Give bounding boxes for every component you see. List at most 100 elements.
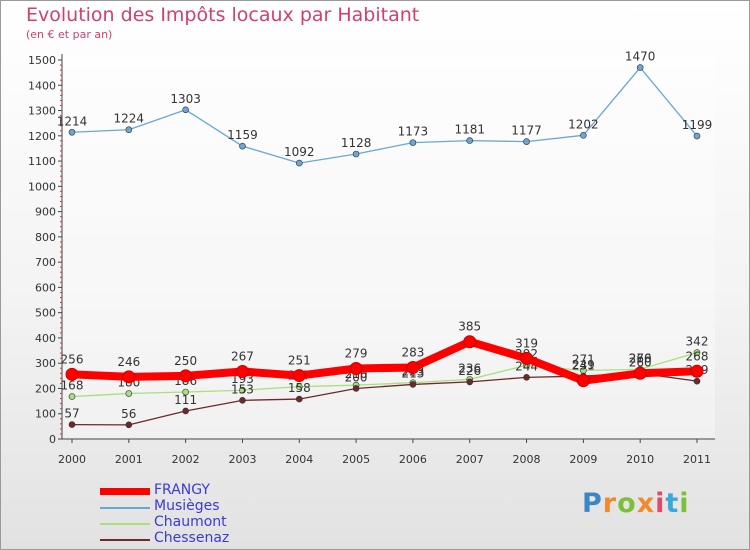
brand-logo: Proxiti xyxy=(582,488,690,519)
data-label-musiges: 1202 xyxy=(568,117,599,131)
data-label-musiges: 1092 xyxy=(284,145,315,159)
data-label-frangy: 256 xyxy=(61,352,84,366)
data-label-chaumont: 236 xyxy=(458,361,481,375)
data-point-frangy xyxy=(520,351,534,365)
y-tick-label: 100 xyxy=(35,408,56,421)
data-point-musiges xyxy=(125,126,133,134)
data-label-musiges: 1159 xyxy=(227,128,258,142)
x-tick-label: 2000 xyxy=(58,453,86,466)
data-point-frangy xyxy=(65,367,79,381)
data-point-chessenaz xyxy=(523,374,530,381)
data-point-musiges xyxy=(182,106,189,114)
y-tick-label: 1000 xyxy=(28,180,56,193)
data-label-chaumont: 276 xyxy=(629,351,652,365)
data-label-chessenaz: 226 xyxy=(458,364,481,378)
data-label-musiges: 1128 xyxy=(341,136,372,150)
data-point-chaumont xyxy=(239,386,246,394)
data-point-frangy xyxy=(235,365,249,379)
y-tick-label: 1100 xyxy=(28,155,56,168)
data-point-frangy xyxy=(179,369,193,383)
data-label-frangy: 231 xyxy=(572,359,595,373)
x-tick-label: 2001 xyxy=(115,453,143,466)
data-point-musiges xyxy=(636,64,644,71)
x-tick-label: 2003 xyxy=(228,453,256,466)
plot-area xyxy=(62,54,715,439)
data-label-chaumont: 168 xyxy=(61,379,84,393)
data-label-frangy: 283 xyxy=(401,345,424,359)
x-tick-label: 2002 xyxy=(172,453,200,466)
data-point-chessenaz xyxy=(352,385,360,392)
legend-label-frangy: FRANGY xyxy=(154,482,210,498)
y-tick-label: 400 xyxy=(35,332,56,345)
data-point-chaumont xyxy=(693,349,701,356)
data-label-chessenaz: 158 xyxy=(288,381,311,395)
data-point-chaumont xyxy=(125,390,133,397)
data-point-chessenaz xyxy=(125,421,133,429)
data-point-frangy xyxy=(122,370,136,384)
chart-title: Evolution des Impôts locaux par Habitant xyxy=(26,4,420,26)
data-point-frangy xyxy=(406,360,420,374)
data-label-chessenaz: 56 xyxy=(121,407,136,421)
x-tick-label: 2008 xyxy=(513,453,541,466)
y-tick-label: 900 xyxy=(35,206,56,219)
y-tick-label: 0 xyxy=(49,433,56,446)
x-tick-label: 2004 xyxy=(285,453,313,466)
data-label-frangy: 260 xyxy=(629,351,652,365)
data-label-frangy: 267 xyxy=(231,350,254,364)
data-point-musiges xyxy=(409,139,417,146)
data-label-musiges: 1303 xyxy=(170,92,201,106)
data-point-musiges xyxy=(295,159,303,167)
series-line-frangy xyxy=(68,337,701,385)
data-point-chessenaz xyxy=(239,397,246,404)
data-label-frangy: 268 xyxy=(686,349,709,363)
data-label-frangy: 251 xyxy=(288,354,311,368)
data-point-chaumont xyxy=(182,388,189,396)
y-tick-label: 1300 xyxy=(28,105,56,118)
legend-label-chaumont: Chaumont xyxy=(154,514,227,530)
data-point-chessenaz xyxy=(295,395,303,403)
data-label-musiges: 1224 xyxy=(114,112,145,126)
data-point-musiges xyxy=(239,142,246,150)
legend-swatch-frangy xyxy=(100,488,150,495)
data-point-frangy xyxy=(292,369,306,383)
series-line-musiges xyxy=(71,66,698,164)
data-point-chaumont xyxy=(68,393,76,400)
data-point-musiges xyxy=(693,132,701,140)
data-point-musiges xyxy=(352,150,360,158)
data-label-chaumont: 342 xyxy=(686,335,709,349)
data-label-musiges: 1470 xyxy=(625,50,656,64)
data-label-musiges: 1181 xyxy=(454,123,485,137)
data-point-frangy xyxy=(690,364,704,378)
y-tick-label: 700 xyxy=(35,256,56,269)
data-label-frangy: 250 xyxy=(174,354,197,368)
data-point-chessenaz xyxy=(68,421,76,428)
data-label-musiges: 1173 xyxy=(398,125,429,139)
data-label-chaumont: 271 xyxy=(572,353,595,367)
data-point-musiges xyxy=(523,138,530,145)
data-point-frangy xyxy=(349,362,363,376)
data-label-musiges: 1199 xyxy=(682,118,713,132)
data-point-chessenaz xyxy=(466,378,474,386)
y-tick-label: 1200 xyxy=(28,130,56,143)
data-point-chessenaz xyxy=(693,377,701,385)
data-label-chessenaz: 153 xyxy=(231,382,254,396)
data-label-chessenaz: 249 xyxy=(572,358,595,372)
data-point-frangy xyxy=(576,374,590,388)
data-label-frangy: 246 xyxy=(117,355,140,369)
x-tick-label: 2011 xyxy=(683,453,711,466)
x-tick-label: 2005 xyxy=(342,453,370,466)
y-tick-label: 500 xyxy=(35,307,56,320)
data-point-musiges xyxy=(466,137,474,144)
x-tick-label: 2009 xyxy=(569,453,597,466)
legend-item-chaumont: Chaumont xyxy=(100,514,320,532)
data-point-chessenaz xyxy=(409,381,417,388)
legend-item-frangy: FRANGY xyxy=(100,482,320,500)
legend-swatch-musieges xyxy=(100,507,150,509)
series-line-chaumont xyxy=(71,351,698,398)
data-label-chessenaz: 57 xyxy=(64,407,79,421)
legend-item-musieges: Musièges xyxy=(100,498,320,516)
legend-label-chessenaz: Chessenaz xyxy=(154,530,230,546)
y-tick-label: 1400 xyxy=(28,79,56,92)
